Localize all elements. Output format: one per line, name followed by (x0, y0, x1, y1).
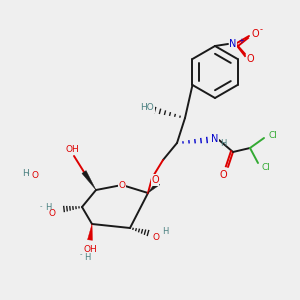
Text: OH: OH (83, 244, 97, 253)
Text: -: - (260, 26, 263, 34)
Text: -: - (80, 251, 83, 257)
Text: Cl: Cl (268, 131, 278, 140)
Text: H: H (45, 203, 51, 212)
Text: N: N (229, 39, 237, 49)
Text: HO: HO (140, 103, 154, 112)
Polygon shape (88, 224, 92, 240)
Text: -: - (40, 203, 43, 209)
Text: H: H (162, 227, 168, 236)
Text: O: O (49, 208, 56, 217)
Text: O: O (118, 181, 125, 190)
Polygon shape (82, 171, 96, 190)
Text: H: H (84, 253, 90, 262)
Text: -: - (27, 170, 29, 176)
Text: H: H (22, 169, 29, 178)
Text: H: H (220, 139, 226, 148)
Text: +: + (238, 38, 244, 44)
Text: O: O (246, 54, 254, 64)
Text: Cl: Cl (262, 164, 270, 172)
Text: O: O (251, 29, 259, 39)
Text: O: O (152, 233, 160, 242)
Text: O: O (31, 170, 38, 179)
Text: N: N (211, 134, 219, 144)
Polygon shape (148, 181, 160, 193)
Text: O: O (219, 170, 227, 180)
Text: OH: OH (65, 145, 79, 154)
Text: O: O (151, 175, 159, 185)
